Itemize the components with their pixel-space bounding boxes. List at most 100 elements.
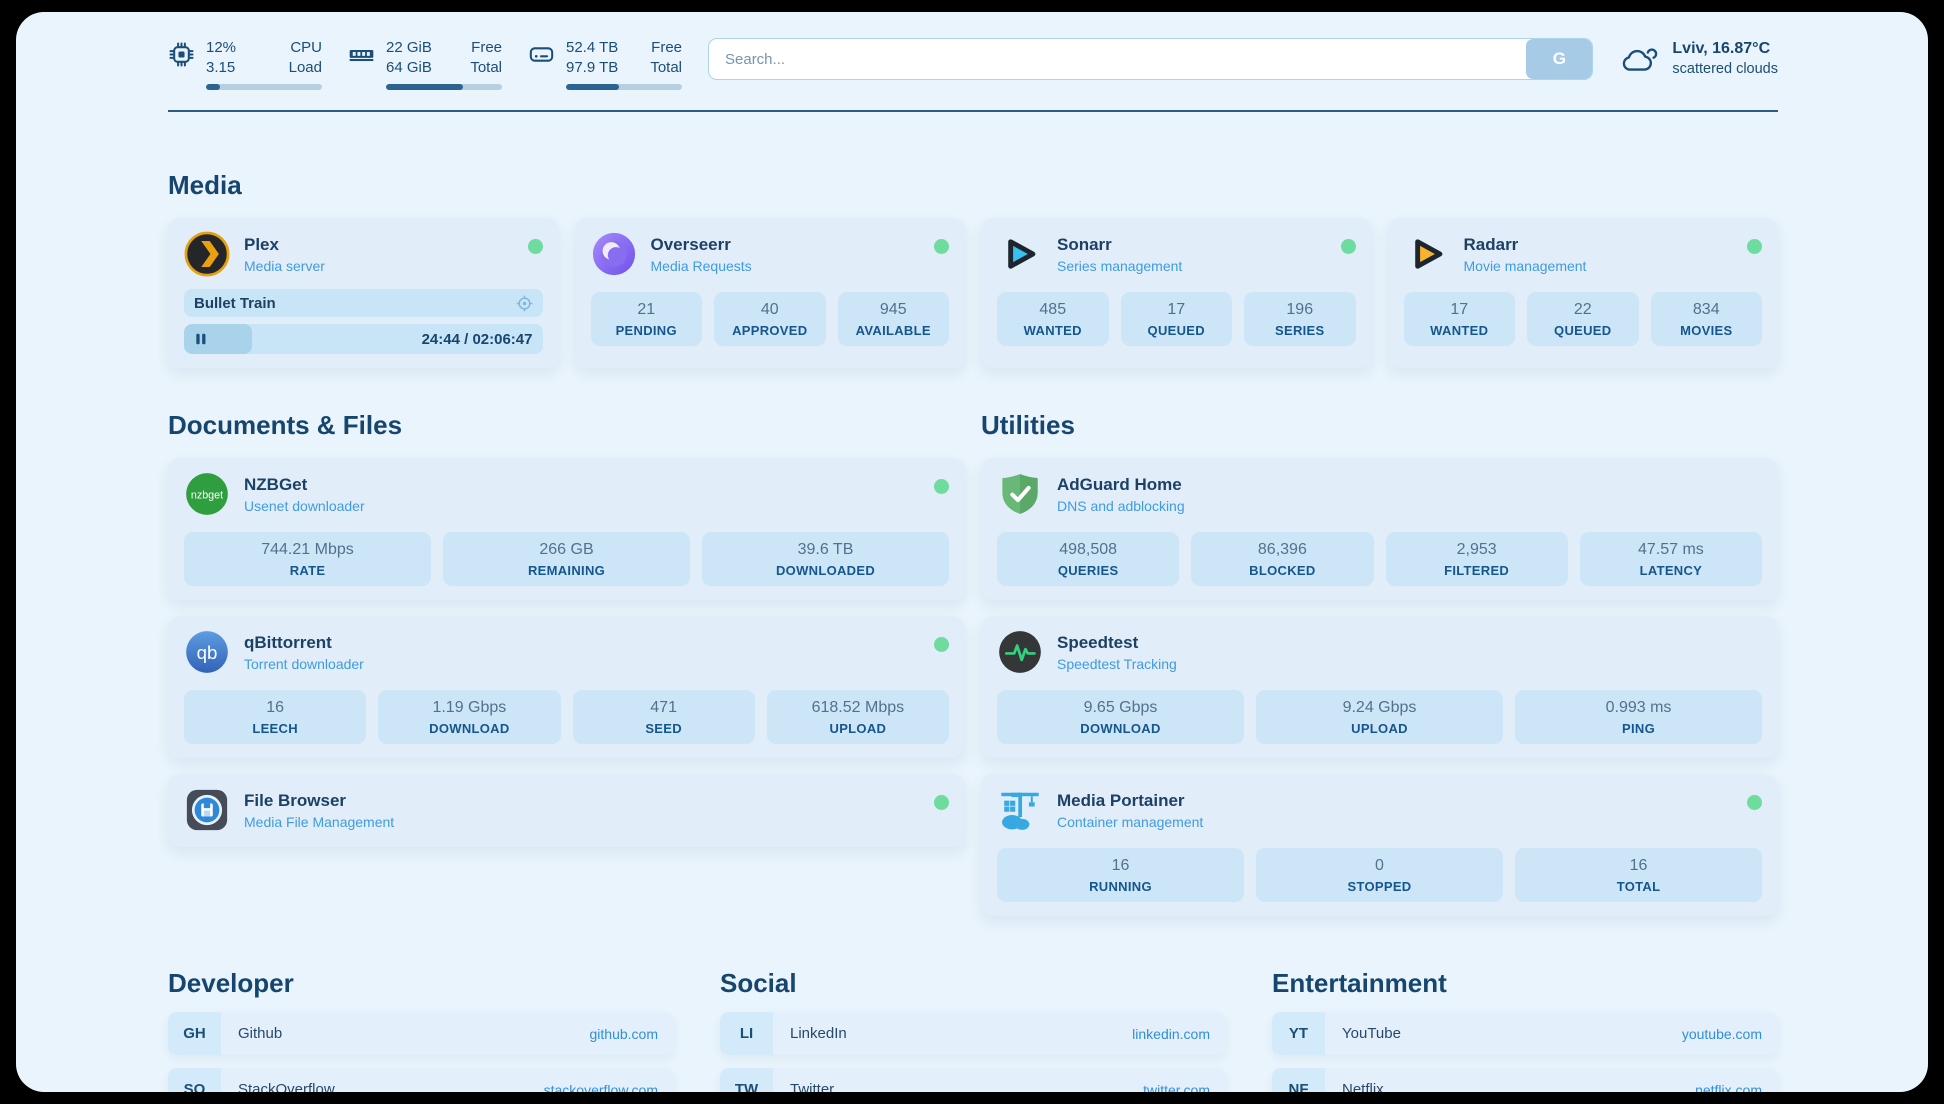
app-card-filebrowser[interactable]: File Browser Media File Management	[168, 774, 965, 847]
utilities-column: Utilities AdGuard Home DNS and adblockin…	[981, 410, 1778, 916]
status-dot	[934, 479, 949, 494]
media-session-icon[interactable]	[516, 295, 533, 312]
link-abbr-badge: TW	[720, 1068, 773, 1092]
link-row-github[interactable]: GH Github github.com	[168, 1012, 674, 1055]
stat-box: 471 SEED	[572, 690, 755, 744]
link-row-linkedin[interactable]: LI LinkedIn linkedin.com	[720, 1012, 1226, 1055]
cpu-icon	[169, 42, 194, 67]
status-dot	[1747, 795, 1762, 810]
header-divider	[168, 110, 1778, 112]
app-description: Series management	[1057, 257, 1183, 274]
overseerr-icon	[592, 232, 635, 276]
status-dot	[934, 239, 949, 254]
stat-box: 16 TOTAL	[1515, 848, 1762, 902]
app-card-plex[interactable]: Plex Media server Bullet Train 24:44 /	[168, 218, 559, 368]
status-dot	[934, 637, 949, 652]
link-row-stackoverflow[interactable]: SO StackOverflow stackoverflow.com	[168, 1068, 674, 1092]
link-abbr-badge: SO	[168, 1068, 221, 1092]
link-abbr-badge: LI	[720, 1012, 773, 1055]
documents-column: Documents & Files nzbget NZBGet Usenet d…	[168, 410, 965, 916]
app-card-overseerr[interactable]: Overseerr Media Requests 21 PENDING 40 A…	[574, 218, 965, 368]
link-url[interactable]: netflix.com	[1695, 1081, 1762, 1093]
stats-row: 9.65 Gbps DOWNLOAD 9.24 Gbps UPLOAD 0.99…	[997, 690, 1762, 744]
app-card-sonarr[interactable]: Sonarr Series management 485 WANTED 17 Q…	[981, 218, 1372, 368]
cpu-usage-value: 12%	[206, 39, 237, 56]
disk-total-label: Total	[650, 58, 682, 76]
link-row-netflix[interactable]: NF Netflix netflix.com	[1272, 1068, 1778, 1092]
header-bar: 12% 3.15 CPU Load	[168, 38, 1778, 90]
search-bar: G	[708, 38, 1594, 80]
entertainment-links-section: Entertainment YT YouTube youtube.com NF …	[1272, 968, 1778, 1092]
weather-location: Lviv, 16.87°C	[1672, 40, 1771, 57]
app-card-qbittorrent[interactable]: qb qBittorrent Torrent downloader 16 LEE…	[168, 616, 965, 758]
ram-free-value: 22 GiB	[386, 39, 432, 56]
app-description: Media server	[244, 257, 325, 274]
dashboard-panel: 12% 3.15 CPU Load	[16, 12, 1928, 1092]
app-card-adguard[interactable]: AdGuard Home DNS and adblocking 498,508 …	[981, 458, 1778, 600]
app-description: DNS and adblocking	[1057, 497, 1185, 514]
link-url[interactable]: twitter.com	[1143, 1081, 1210, 1093]
stat-box: 0.993 ms PING	[1515, 690, 1762, 744]
portainer-icon	[1001, 792, 1039, 830]
stat-box: 40 APPROVED	[714, 292, 826, 346]
app-card-speedtest[interactable]: Speedtest Speedtest Tracking 9.65 Gbps D…	[981, 616, 1778, 758]
app-name: Radarr	[1463, 234, 1519, 254]
now-playing-title: Bullet Train	[194, 294, 276, 312]
stat-box: 47.57 ms LATENCY	[1579, 532, 1762, 586]
link-url[interactable]: youtube.com	[1681, 1025, 1762, 1042]
stat-box: 834 MOVIES	[1650, 292, 1762, 346]
section-title-developer: Developer	[168, 968, 294, 998]
disk-progress-fill	[566, 84, 620, 90]
app-name: NZBGet	[244, 474, 308, 494]
stat-box: 266 GB REMAINING	[443, 532, 690, 586]
stats-row: 21 PENDING 40 APPROVED 945 AVAILABLE	[590, 292, 949, 346]
stats-row: 17 WANTED 22 QUEUED 834 MOVIES	[1403, 292, 1762, 346]
app-description: Torrent downloader	[244, 655, 364, 672]
stat-box: 9.24 Gbps UPLOAD	[1256, 690, 1503, 744]
section-title-utilities: Utilities	[981, 410, 1075, 440]
app-name: Plex	[244, 234, 279, 254]
link-url[interactable]: stackoverflow.com	[543, 1081, 658, 1093]
now-playing-title-row: Bullet Train	[184, 289, 543, 317]
link-abbr-badge: GH	[168, 1012, 221, 1055]
now-playing-progress[interactable]: 24:44 / 02:06:47	[184, 324, 543, 354]
link-row-twitter[interactable]: TW Twitter twitter.com	[720, 1068, 1226, 1092]
stats-row: 485 WANTED 17 QUEUED 196 SERIES	[997, 292, 1356, 346]
app-card-portainer[interactable]: Media Portainer Container management 16 …	[981, 774, 1778, 916]
ram-progress-fill	[386, 84, 463, 90]
app-name: AdGuard Home	[1057, 474, 1182, 494]
cpu-load-label: Load	[288, 58, 322, 76]
cpu-progress-track	[206, 84, 322, 90]
ram-total-label: Total	[470, 58, 502, 76]
app-card-nzbget[interactable]: nzbget NZBGet Usenet downloader 744.21 M…	[168, 458, 965, 600]
now-playing-time: 24:44 / 02:06:47	[421, 330, 533, 348]
plex-icon	[184, 231, 230, 277]
disk-icon	[529, 47, 554, 62]
link-name: Twitter	[790, 1081, 835, 1092]
now-playing-progress-fill	[184, 324, 253, 354]
section-title-media: Media	[168, 170, 242, 200]
stat-box: 17 WANTED	[1403, 292, 1515, 346]
status-dot	[1340, 239, 1356, 254]
svg-text:qb: qb	[197, 642, 218, 663]
stat-box: 1.19 Gbps DOWNLOAD	[378, 690, 561, 744]
link-row-youtube[interactable]: YT YouTube youtube.com	[1272, 1012, 1778, 1055]
developer-links-section: Developer GH Github github.com SO StackO…	[168, 968, 674, 1092]
pause-icon[interactable]	[194, 332, 208, 346]
link-url[interactable]: github.com	[589, 1025, 658, 1042]
stat-box: 16 RUNNING	[997, 848, 1244, 902]
stat-box: 945 AVAILABLE	[837, 292, 949, 346]
media-grid: Plex Media server Bullet Train 24:44 /	[168, 218, 1778, 368]
section-title-social: Social	[720, 968, 797, 998]
search-engine-button[interactable]: G	[1526, 39, 1593, 79]
ram-progress-track	[386, 84, 502, 90]
disk-widget: 52.4 TB 97.9 TB Free Total	[528, 38, 682, 90]
link-url[interactable]: linkedin.com	[1132, 1025, 1210, 1042]
search-input[interactable]	[709, 39, 1527, 79]
stats-row: 498,508 QUERIES 86,396 BLOCKED 2,953 FIL…	[997, 532, 1762, 586]
sonarr-icon	[1008, 239, 1036, 269]
app-card-radarr[interactable]: Radarr Movie management 17 WANTED 22 QUE…	[1387, 218, 1778, 368]
stat-box: 744.21 Mbps RATE	[184, 532, 431, 586]
ram-widget: 22 GiB 64 GiB Free Total	[348, 38, 502, 90]
nzbget-icon: nzbget	[186, 473, 228, 515]
